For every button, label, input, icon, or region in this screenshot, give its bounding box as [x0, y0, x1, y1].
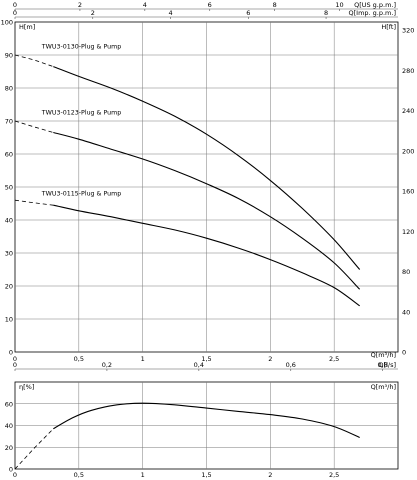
head-right-tick-label: 0 [402, 349, 406, 357]
top-axis-tick-label: 6 [246, 9, 250, 17]
head-curve-label: TWU3-0115-Plug & Pump [41, 190, 122, 197]
top-axis-label: Q[US g.p.m.] [354, 1, 396, 9]
head-x-tick-label: 1,5 [201, 355, 211, 363]
head-right-tick-label: 80 [402, 268, 410, 276]
top-axis-tick-label: 2 [91, 9, 95, 17]
head-curve-label: TWU3-0123-Plug & Pump [41, 109, 122, 116]
head-right-axis-label: H[ft] [381, 23, 396, 31]
eff-x-tick-label: 2 [268, 471, 272, 479]
head-x-tick-label: 0,5 [74, 355, 84, 363]
head-right-tick-label: 280 [402, 67, 414, 75]
head-y-tick-label: 90 [5, 52, 13, 60]
head-y-tick-label: 10 [5, 316, 13, 324]
flow-axis-tick-label: 0 [13, 361, 17, 369]
head-right-tick-label: 200 [402, 147, 414, 155]
head-right-tick-label: 320 [402, 27, 414, 35]
head-curve-2 [53, 131, 361, 290]
eff-x-tick-label: 1,5 [201, 471, 211, 479]
head-curve-1 [53, 66, 361, 270]
flow-axis-tick-label: 0,2 [102, 361, 112, 369]
eff-y-tick-label: 40 [5, 422, 13, 430]
head-right-tick-label: 40 [402, 308, 410, 316]
top-axis-tick-label: 0 [13, 9, 17, 17]
head-x-tick-label: 2,5 [329, 355, 339, 363]
top-axis-label: Q[Imp. g.p.m.] [349, 9, 396, 17]
top-axis-tick-label: 8 [324, 9, 328, 17]
head-y-tick-label: 50 [5, 184, 13, 192]
head-curve-3 [53, 204, 361, 307]
eff-y-axis-label: η[%] [19, 383, 34, 391]
head-right-tick-label: 160 [402, 188, 414, 196]
flow-axis-tick-label: 0,4 [194, 361, 204, 369]
head-right-tick-label: 120 [402, 228, 414, 236]
top-axis-tick-label: 4 [168, 9, 172, 17]
top-axis-tick-label: 2 [78, 1, 82, 9]
eff-x-tick-label: 1 [141, 471, 145, 479]
top-axis-tick-label: 4 [143, 1, 147, 9]
eff-y-tick-label: 60 [5, 400, 13, 408]
top-axis-tick-label: 10 [335, 1, 343, 9]
head-y-tick-label: 80 [5, 85, 13, 93]
head-y-tick-label: 100 [1, 19, 13, 27]
head-y-axis-label: H[m] [19, 23, 35, 31]
eff-y-tick-label: 20 [5, 444, 13, 452]
head-y-tick-label: 60 [5, 151, 13, 159]
top-axis-tick-label: 8 [273, 1, 277, 9]
flow-axis-tick-label: 0,6 [286, 361, 296, 369]
flow-axis-label: Q[l/s] [378, 361, 396, 369]
head-x-tick-label: 2 [268, 355, 272, 363]
eff-x-axis-label: Q[m³/h] [371, 383, 396, 391]
top-axis-tick-label: 6 [208, 1, 212, 9]
eff-x-tick-label: 0,5 [74, 471, 84, 479]
head-curve-dashed-2 [14, 120, 54, 133]
eff-x-tick-label: 0 [13, 471, 17, 479]
head-y-tick-label: 40 [5, 217, 13, 225]
flow-axis-tick-label: 0,8 [378, 361, 388, 369]
head-x-tick-label: 1 [141, 355, 145, 363]
head-curve-dashed-1 [14, 54, 54, 67]
head-y-tick-label: 0 [9, 349, 13, 357]
head-y-tick-label: 20 [5, 283, 13, 291]
head-y-tick-label: 30 [5, 250, 13, 258]
head-curve-dashed-3 [14, 199, 54, 206]
head-x-tick-label: 0 [13, 355, 17, 363]
eff-curve [53, 402, 360, 439]
head-right-tick-label: 240 [402, 107, 414, 115]
eff-y-tick-label: 0 [9, 466, 13, 474]
eff-x-tick-label: 2,5 [329, 471, 339, 479]
head-x-axis-label: Q[m³/h] [371, 351, 396, 359]
head-curve-label: TWU3-0130-Plug & Pump [41, 43, 122, 50]
top-axis-tick-label: 0 [13, 1, 17, 9]
eff-curve-dashed [14, 428, 54, 470]
head-y-tick-label: 70 [5, 118, 13, 126]
